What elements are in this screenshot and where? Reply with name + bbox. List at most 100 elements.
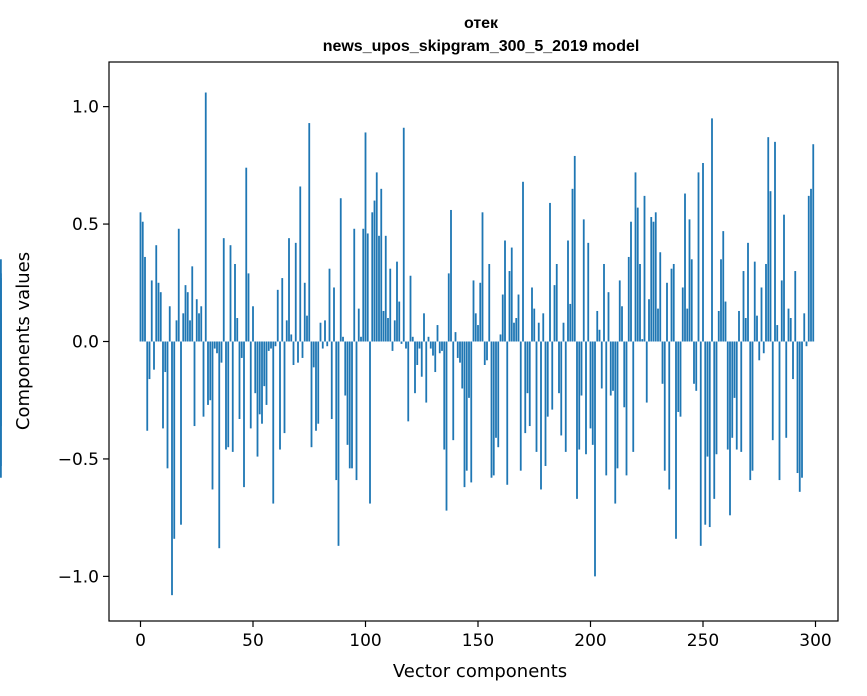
bar-component-153 bbox=[483, 341, 486, 365]
bar-component-125 bbox=[420, 341, 423, 377]
bar-component-76 bbox=[310, 341, 313, 448]
bar-component-221 bbox=[636, 207, 639, 342]
x-tick-label: 300 bbox=[799, 631, 831, 651]
bar-component-238 bbox=[675, 341, 677, 539]
bar-component-160 bbox=[499, 334, 502, 342]
bar-component-215 bbox=[623, 341, 626, 408]
bar-component-32 bbox=[211, 341, 214, 490]
bar-component-180 bbox=[544, 341, 547, 466]
bar-component-253 bbox=[708, 341, 711, 528]
x-axis-label: Vector components bbox=[393, 661, 567, 682]
bar-component-107 bbox=[380, 188, 383, 342]
bar-component-263 bbox=[731, 341, 734, 438]
bar-component-228 bbox=[652, 221, 655, 342]
chart-subtitle: news_upos_skipgram_300_5_2019 model bbox=[323, 38, 640, 55]
bar-component-233 bbox=[663, 341, 666, 471]
bar-component-12 bbox=[166, 341, 169, 469]
bar-component-138 bbox=[450, 209, 452, 342]
bar-component-155 bbox=[488, 263, 491, 342]
bar-component-97 bbox=[357, 308, 360, 342]
bar-component-41 bbox=[231, 341, 234, 452]
bar-component-115 bbox=[398, 301, 401, 342]
bar-component-104 bbox=[373, 200, 376, 342]
bar-component-142 bbox=[459, 341, 461, 363]
bar-component-34 bbox=[216, 341, 218, 354]
bar-component-44 bbox=[238, 341, 241, 420]
bar-component-117 bbox=[402, 127, 405, 342]
bar-component-159 bbox=[497, 341, 500, 448]
bar-component-8 bbox=[157, 282, 160, 342]
bar-component-262 bbox=[729, 341, 731, 516]
bar-component-102 bbox=[369, 341, 371, 504]
bar-component-227 bbox=[650, 217, 653, 342]
bar-component-130 bbox=[432, 341, 434, 356]
bar-component-126 bbox=[423, 313, 425, 342]
bar-component-121 bbox=[411, 336, 414, 342]
bar-component-289 bbox=[789, 318, 792, 342]
bar-component-270 bbox=[747, 242, 749, 342]
bar-component-90 bbox=[342, 336, 344, 342]
bar-component-216 bbox=[625, 341, 628, 476]
bar-component-111 bbox=[389, 268, 392, 342]
bar-component-176 bbox=[535, 341, 538, 452]
bar-component-277 bbox=[762, 341, 765, 354]
x-tick-label: 200 bbox=[574, 631, 606, 651]
bar-component-61 bbox=[276, 289, 279, 342]
bar-component-89 bbox=[339, 198, 342, 342]
bar-component-109 bbox=[384, 235, 387, 342]
bar-component-273 bbox=[753, 261, 756, 342]
bar-component-1 bbox=[141, 221, 144, 342]
bar-component-271 bbox=[749, 341, 752, 481]
bar-component-209 bbox=[609, 341, 612, 396]
bar-component-149 bbox=[474, 313, 477, 342]
bar-component-156 bbox=[490, 341, 493, 478]
bar-component-99 bbox=[362, 228, 365, 342]
bar-component-85 bbox=[330, 341, 333, 420]
bar-component-154 bbox=[486, 341, 488, 361]
bar-component-293 bbox=[798, 341, 801, 492]
bar-component-182 bbox=[549, 202, 551, 342]
bar-component-211 bbox=[614, 341, 617, 504]
bar-component-200 bbox=[589, 341, 592, 429]
bar-component-70 bbox=[297, 341, 299, 363]
bar-component-137 bbox=[447, 273, 450, 342]
bar-component-287 bbox=[785, 341, 788, 438]
bar-component-269 bbox=[744, 318, 747, 342]
bar-component-127 bbox=[425, 341, 428, 403]
chart-title: отек bbox=[464, 15, 499, 32]
bar-component-129 bbox=[429, 341, 432, 349]
bar-component-210 bbox=[612, 341, 614, 391]
y-tick-label: −0.5 bbox=[58, 450, 99, 470]
bar-component-194 bbox=[576, 341, 578, 499]
bar-component-297 bbox=[807, 195, 810, 342]
bar-component-50 bbox=[252, 306, 254, 342]
bar-component-82 bbox=[324, 320, 326, 342]
bar-component-296 bbox=[805, 341, 808, 347]
bar-component-undefined bbox=[0, 278, 2, 342]
bar-component-276 bbox=[760, 287, 763, 342]
bar-series bbox=[0, 92, 815, 596]
bar-component-260 bbox=[724, 301, 727, 342]
bar-component-243 bbox=[686, 308, 689, 342]
bar-component-206 bbox=[603, 263, 605, 342]
bar-component-175 bbox=[533, 308, 536, 342]
bar-component-88 bbox=[337, 341, 340, 546]
bar-component-96 bbox=[355, 341, 358, 481]
bar-component-114 bbox=[396, 261, 398, 342]
bar-component-148 bbox=[472, 280, 475, 342]
bar-component-272 bbox=[751, 341, 754, 471]
bar-component-64 bbox=[283, 341, 286, 434]
bar-component-119 bbox=[407, 341, 410, 422]
bar-component-51 bbox=[254, 341, 257, 394]
bar-component-144 bbox=[463, 341, 466, 488]
x-tick-label: 250 bbox=[687, 631, 719, 651]
bar-component-27 bbox=[200, 306, 203, 342]
y-tick-label: 0.5 bbox=[72, 215, 99, 235]
bar-component-282 bbox=[774, 141, 776, 342]
bar-component-298 bbox=[810, 188, 812, 342]
bar-component-208 bbox=[607, 292, 610, 342]
bar-component-53 bbox=[258, 341, 261, 415]
bar-component-45 bbox=[240, 341, 243, 358]
bar-component-54 bbox=[261, 341, 263, 424]
bar-component-212 bbox=[616, 341, 619, 469]
